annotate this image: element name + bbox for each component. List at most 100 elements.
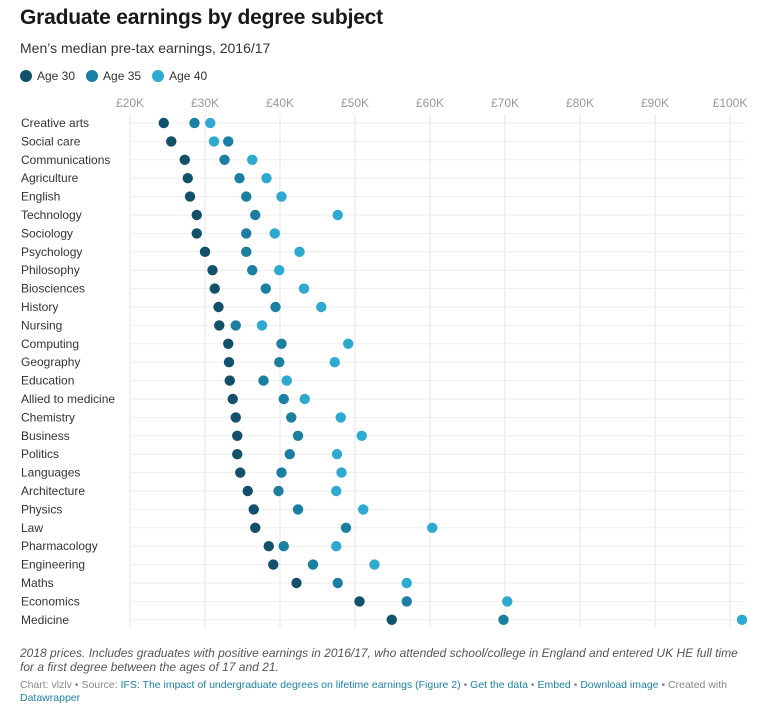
legend-swatch-age-40: [152, 70, 165, 82]
footer-separator: •: [530, 679, 535, 691]
dot-age-40: [343, 338, 354, 349]
dot-plot-chart: £20K £30K £40K £50K £60K £70K £80K £90K £100K Cre…: [21, 96, 748, 628]
dot-age-35: [260, 283, 271, 294]
category-label: Chemistry: [21, 410, 75, 424]
dot-age-35: [241, 191, 252, 202]
dot-age-35: [241, 228, 252, 239]
category-label: Pharmacology: [21, 539, 98, 553]
dot-age-35: [223, 136, 234, 147]
get-data-link[interactable]: Get the data: [470, 679, 528, 691]
dot-age-30: [158, 117, 169, 129]
legend-item-age-40: Age 40: [152, 69, 207, 83]
dot-age-40: [269, 228, 280, 239]
category-label: Biosciences: [21, 282, 85, 296]
dot-age-30: [223, 357, 235, 368]
dot-age-30: [263, 541, 274, 552]
dot-age-35: [276, 467, 287, 478]
x-tick-label: £100K: [713, 96, 748, 110]
dot-age-30: [291, 577, 302, 589]
legend-item-age-30: Age 30: [20, 69, 75, 83]
category-label: Engineering: [21, 558, 85, 572]
dot-age-40: [276, 191, 287, 202]
dot-age-35: [286, 412, 297, 423]
dot-age-40: [502, 596, 513, 607]
dot-age-35: [247, 265, 258, 276]
dot-age-30: [191, 228, 202, 239]
dot-age-40: [331, 541, 342, 552]
dot-age-40: [335, 412, 346, 423]
dot-age-30: [232, 449, 243, 460]
dot-age-35: [278, 541, 289, 552]
dot-age-40: [316, 301, 327, 313]
legend-swatch-age-35: [86, 70, 99, 82]
dot-age-35: [219, 154, 230, 165]
x-tick-label: £90K: [641, 96, 669, 110]
category-label: Allied to medicine: [21, 392, 115, 406]
dot-age-35: [284, 449, 295, 460]
embed-link[interactable]: Embed: [537, 679, 571, 691]
dot-age-40: [274, 265, 285, 276]
x-tick-label: £20K: [116, 96, 144, 110]
chart-title: Graduate earnings by degree subject: [20, 6, 383, 29]
dot-age-40: [261, 173, 272, 184]
dot-age-35: [241, 246, 252, 257]
category-label: Sociology: [21, 226, 73, 240]
dot-age-30: [182, 173, 193, 184]
category-label: Philosophy: [21, 263, 80, 277]
dot-age-40: [205, 117, 216, 129]
category-label: Computing: [21, 337, 79, 351]
dot-age-35: [189, 117, 200, 129]
dot-age-30: [209, 283, 220, 294]
dot-age-30: [250, 522, 261, 533]
category-label: Medicine: [21, 613, 69, 627]
dot-age-40: [299, 393, 310, 405]
dot-age-40: [331, 449, 343, 460]
category-label: Architecture: [21, 484, 85, 498]
dot-age-30: [184, 191, 196, 202]
dot-age-30: [191, 209, 202, 221]
category-label: Communications: [21, 153, 110, 167]
category-label: History: [21, 300, 58, 314]
x-tick-label: £70K: [491, 96, 519, 110]
dot-age-35: [292, 504, 304, 515]
dot-age-30: [242, 485, 253, 497]
dot-age-35: [276, 338, 287, 349]
dot-age-30: [213, 301, 224, 313]
category-label: Education: [21, 374, 74, 388]
dot-age-30: [354, 596, 365, 607]
dot-age-35: [332, 577, 343, 589]
dot-age-35: [340, 522, 352, 533]
dot-age-35: [292, 430, 304, 441]
dot-age-30: [199, 246, 211, 257]
category-label: Technology: [21, 208, 82, 222]
legend-label-age-35: Age 35: [103, 69, 142, 83]
dot-age-40: [281, 375, 292, 386]
source-link[interactable]: IFS: The impact of undergraduate degrees…: [120, 679, 461, 691]
datawrapper-link[interactable]: Datawrapper: [20, 692, 81, 704]
download-image-link[interactable]: Download image: [580, 679, 659, 691]
dot-age-30: [224, 375, 235, 386]
category-label: Business: [21, 429, 70, 443]
category-label: Languages: [21, 466, 80, 480]
dot-age-40: [401, 577, 412, 589]
legend-label-age-30: Age 30: [37, 69, 76, 83]
category-label: Politics: [21, 447, 59, 461]
dot-age-40: [256, 320, 268, 331]
x-tick-label: £50K: [341, 96, 369, 110]
dot-age-40: [247, 154, 258, 165]
chart-credit: Chart: vlzlv: [20, 679, 72, 691]
dot-age-35: [274, 357, 285, 368]
x-tick-label: £80K: [566, 96, 594, 110]
dot-age-35: [230, 320, 241, 331]
dot-age-40: [331, 485, 342, 497]
dot-age-40: [329, 357, 340, 368]
footer-separator: •: [573, 679, 578, 691]
dot-age-30: [235, 467, 246, 478]
source-prefix: • Source:: [74, 679, 118, 691]
legend-swatch-age-30: [20, 70, 32, 82]
category-label: Agriculture: [21, 171, 79, 185]
category-label: Physics: [21, 502, 62, 516]
dot-age-30: [232, 430, 243, 441]
category-label: Social care: [21, 134, 81, 148]
category-label: Geography: [21, 355, 80, 369]
